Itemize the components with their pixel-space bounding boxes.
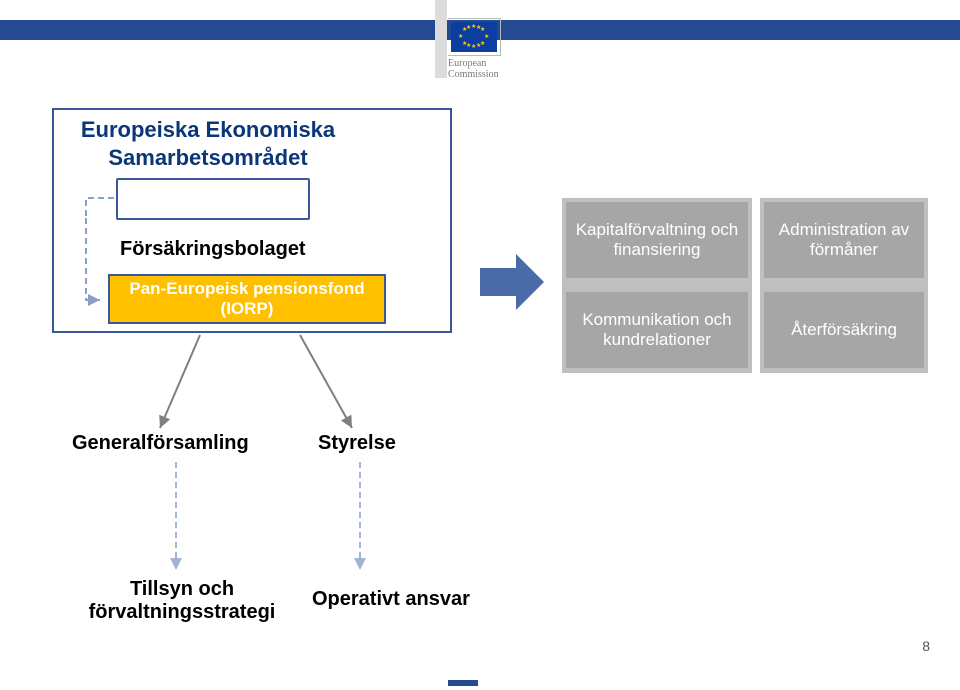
iorp-box: Pan-Europeisk pensionsfond (IORP)	[108, 274, 386, 324]
service-kommunikation-box: Kommunikation och kundrelationer	[566, 292, 748, 368]
page-number: 8	[922, 638, 930, 654]
ec-line1: European	[448, 58, 486, 69]
service-aterforsakring-box: Återförsäkring	[764, 292, 924, 368]
ec-logo-text: European Commission	[448, 59, 499, 80]
logo-grey-bar	[435, 0, 447, 78]
styrelse-label: Styrelse	[318, 432, 396, 455]
service-aterforsakring-label: Återförsäkring	[791, 320, 897, 340]
service-admin-label: Administration av förmåner	[770, 220, 918, 259]
service-kapital-box: Kapitalförvaltning och finansiering	[566, 202, 748, 278]
generalforsamling-label: Generalförsamling	[72, 432, 249, 455]
big-right-arrow-icon	[476, 250, 548, 314]
footer-flag-bar	[448, 680, 478, 686]
iorp-label: Pan-Europeisk pensionsfond (IORP)	[116, 279, 378, 318]
page-title: Europeiska Ekonomiska Samarbetsområdet	[58, 116, 358, 171]
service-kapital-label: Kapitalförvaltning och finansiering	[572, 220, 742, 259]
tillsyn-label: Tillsyn och förvaltningsstrategi	[62, 578, 302, 624]
arrow-to-generalforsamling	[160, 335, 200, 428]
service-kommunikation-label: Kommunikation och kundrelationer	[572, 310, 742, 349]
service-admin-box: Administration av förmåner	[764, 202, 924, 278]
ec-line2: Commission	[448, 69, 499, 80]
arbestgivare-box: Arbestgivare	[116, 178, 310, 220]
operativt-label: Operativt ansvar	[312, 588, 470, 611]
arbestgivare-label: Arbestgivare	[158, 189, 268, 210]
arrow-to-styrelse	[300, 335, 352, 428]
forsakringsbolaget-label: Försäkringsbolaget	[120, 238, 306, 261]
eu-flag: ★ ★ ★ ★ ★ ★ ★ ★ ★ ★ ★ ★	[448, 18, 501, 56]
